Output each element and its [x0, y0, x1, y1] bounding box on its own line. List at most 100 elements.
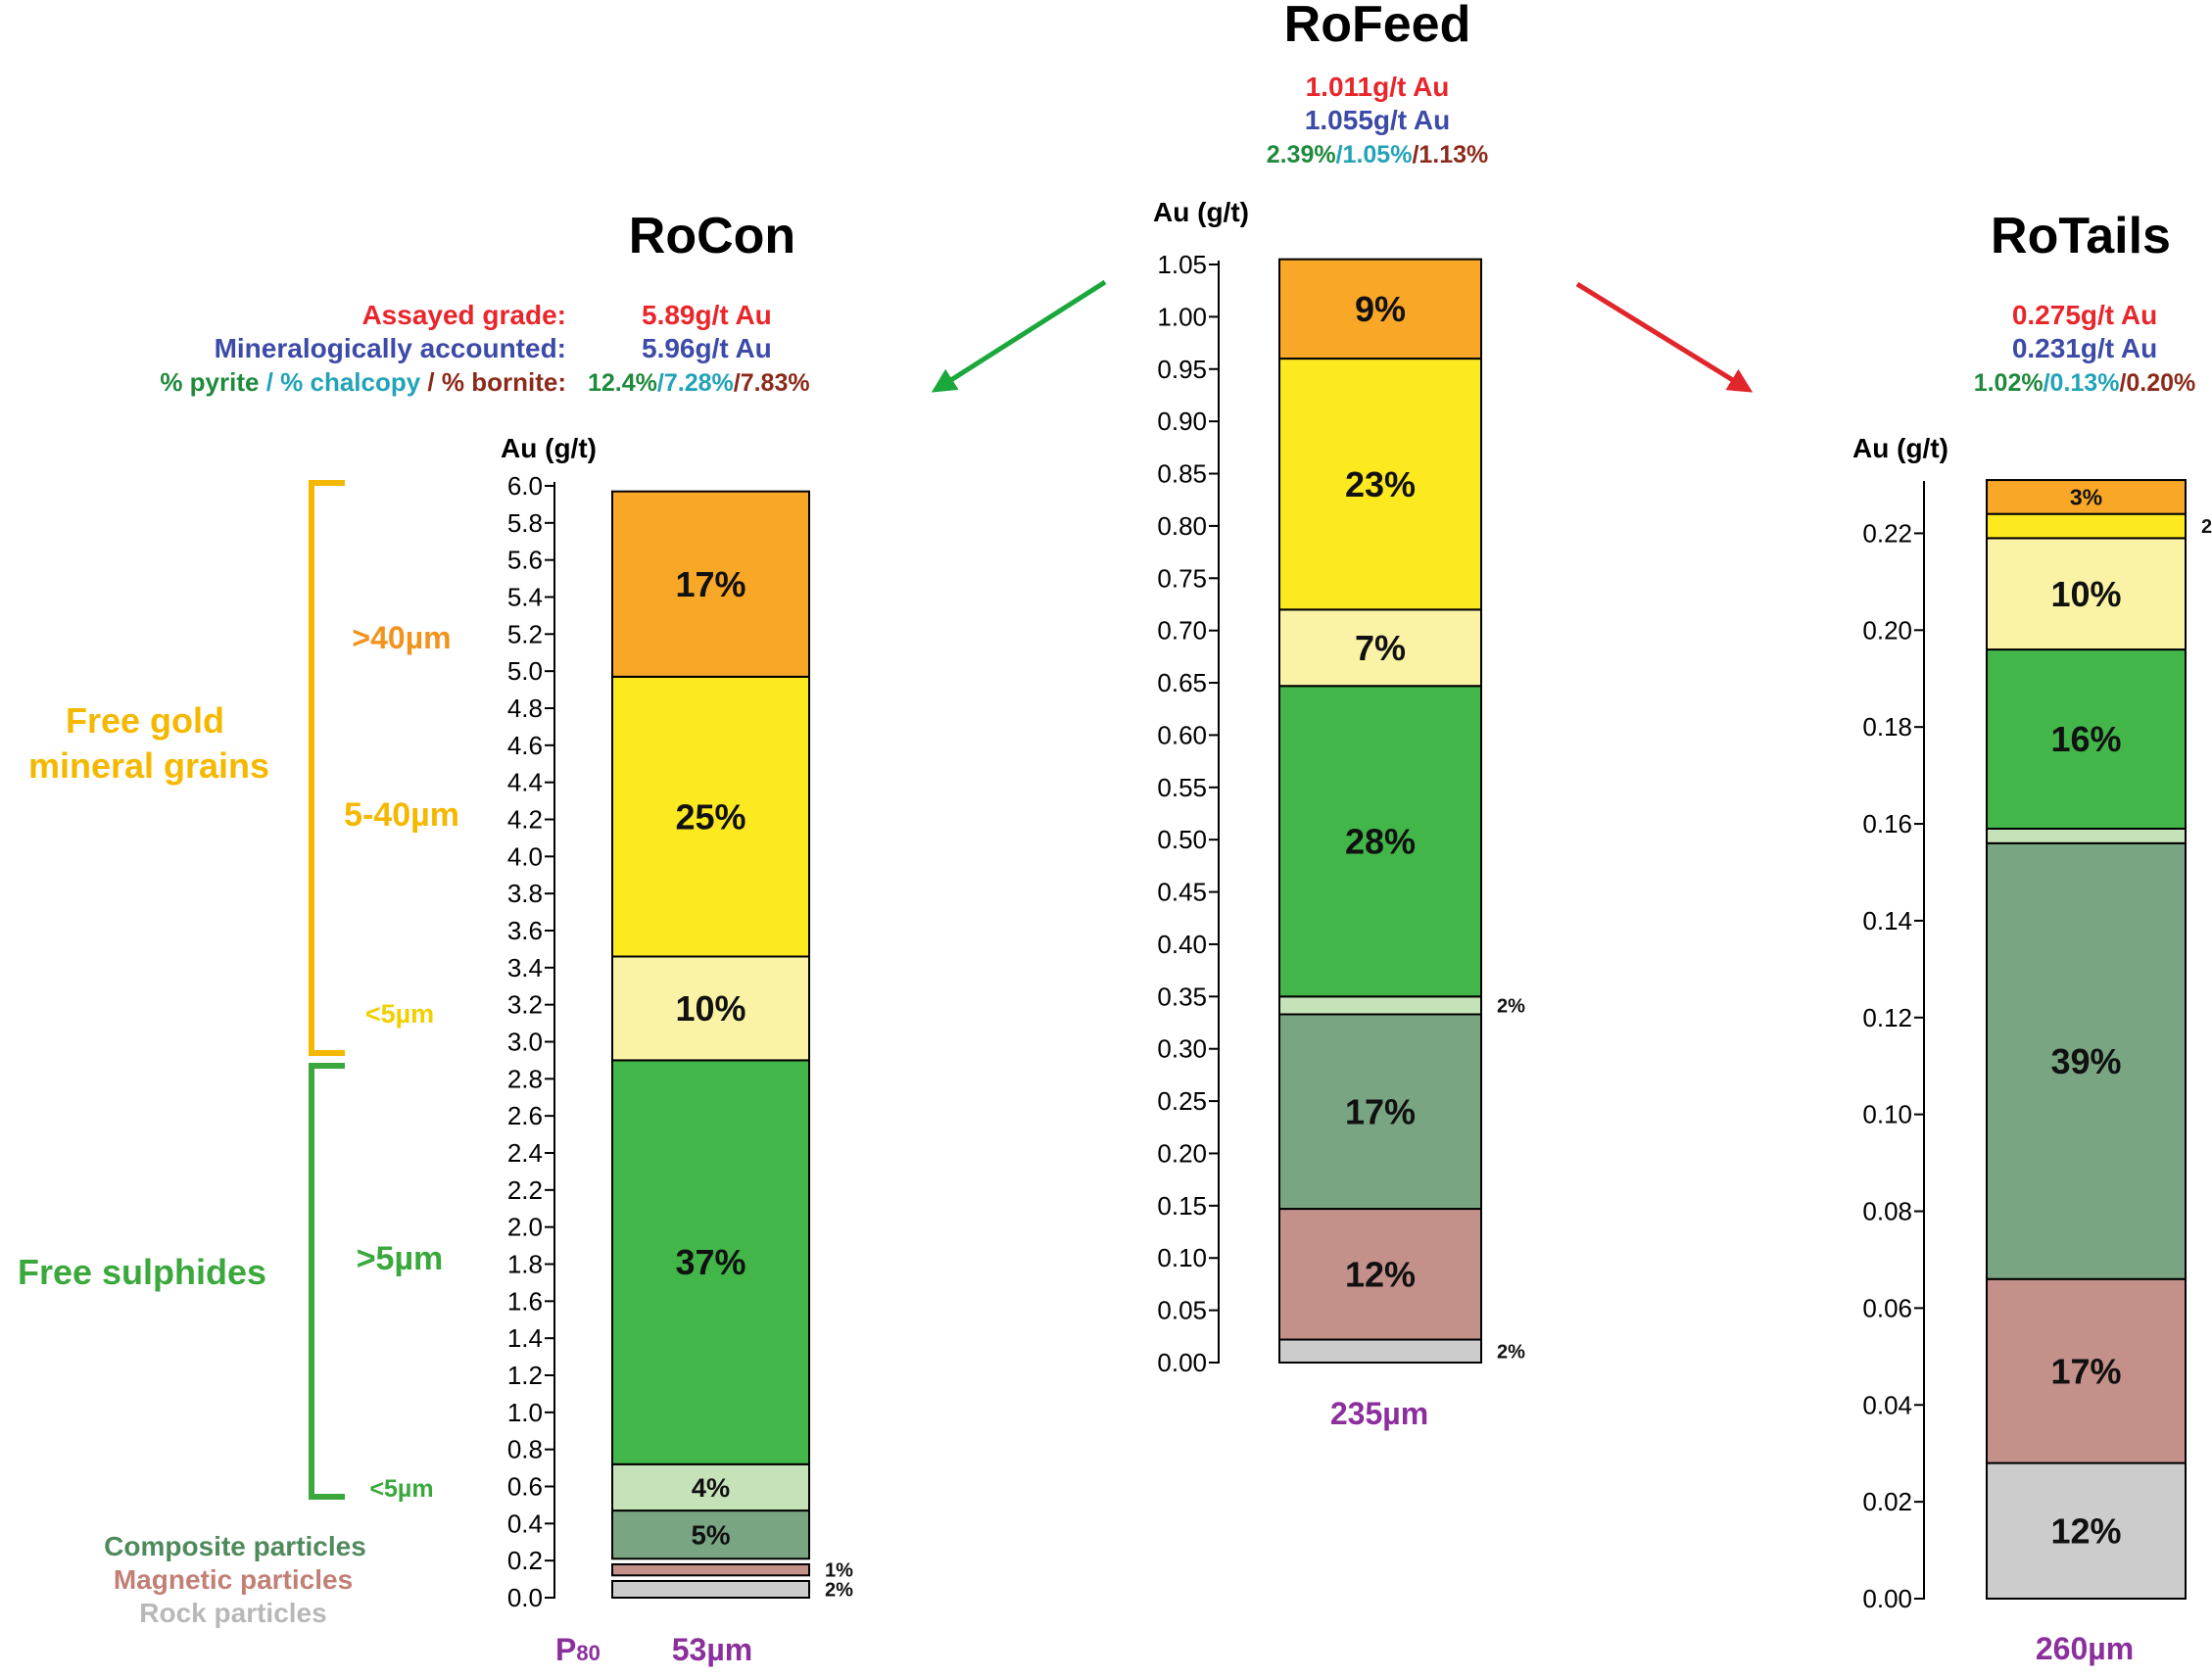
rofeed-tick-label: 0.30 [1157, 1034, 1207, 1064]
free-sulphides-label: Free sulphides [18, 1252, 266, 1292]
rotails-tick-label: 0.18 [1862, 712, 1912, 742]
rocon-tick-label: 5.6 [507, 546, 543, 575]
rotails-segment-label: 12% [2050, 1510, 2121, 1551]
rotails-segment-free-sulphides-5-m [1986, 648, 2187, 830]
rocon-segment-magnetic-particles [611, 1562, 810, 1577]
rotails-mineral-pcts: 1.02%/0.13%/0.20% [1974, 369, 2196, 397]
rocon-title: RoCon [629, 208, 795, 264]
rofeed-segment-label: 12% [1345, 1254, 1416, 1294]
rofeed-tick-label: 0.40 [1157, 930, 1207, 959]
rotails-tick-label: 0.14 [1862, 906, 1912, 935]
rocon-tick-label: 0.6 [507, 1472, 543, 1502]
rocon-tick-label: 5.2 [507, 619, 543, 648]
rotails-tick-label: 0.04 [1862, 1390, 1912, 1419]
rocon-tick-label: 0.8 [507, 1435, 543, 1464]
rocon-segment-free-gold-5-m [611, 955, 810, 1062]
rofeed-segment-label: 23% [1345, 464, 1416, 504]
rocon-segment-composite-particles [611, 1509, 810, 1560]
rofeed-ylabel: Au (g/t) [1153, 197, 1249, 227]
rotails-segment-magnetic-particles [1986, 1277, 2187, 1464]
rotails-segment-free-gold-5-40-m [1986, 512, 2187, 540]
free-sulphides-bracket [309, 1063, 345, 1500]
rotails-segment-label: 10% [2050, 574, 2121, 614]
rotails-segment-free-gold-40-m [1986, 479, 2187, 515]
rotails-segment-label: 3% [2070, 484, 2102, 509]
rofeed-p80: 235µm [1330, 1396, 1428, 1431]
rocon-tick-label: 4.6 [507, 731, 543, 760]
rofeed-segment-label: 28% [1345, 821, 1416, 861]
rotails-segment-free-sulphides-5-m [1986, 827, 2187, 844]
rock-legend: Rock particles [139, 1598, 326, 1628]
rocon-tick-label: 3.2 [507, 990, 543, 1020]
rofeed-segment-free-gold-5-m [1278, 608, 1482, 688]
rocon-assayed: 5.89g/t Au [642, 300, 772, 330]
rocon-tick-label: 3.4 [507, 953, 543, 982]
rotails-segment-label: 2% [2201, 516, 2212, 538]
rofeed-segment-label: 7% [1355, 628, 1406, 668]
rofeed-bornite-pct: 1.13% [1419, 141, 1488, 168]
rocon-chart: Au (g/t) 0.0 0.2 0.4 0.6 0.8 1.0 1.2 1.4 1.6 1.8 2.… [501, 433, 853, 1612]
rocon-tick-label: 2.2 [507, 1175, 543, 1205]
legend-chalcopy: % chalcopy [280, 367, 421, 397]
rofeed-mineralogical: 1.055g/t Au [1305, 105, 1450, 135]
rofeed-chalcopy-pct: 1.05% [1343, 141, 1413, 168]
rocon-mineral-pcts: 12.4%/7.28%/7.83% [588, 369, 810, 397]
arrow-to-rocon [931, 279, 1107, 393]
rotails-tick-label: 0.16 [1862, 809, 1912, 838]
rotails-tick-label: 0.10 [1862, 1100, 1912, 1129]
rocon-tick-label: 4.4 [507, 768, 543, 797]
rofeed-tick-label: 0.25 [1157, 1086, 1207, 1116]
rocon-tick-label: 1.2 [507, 1361, 543, 1390]
rocon-segment-label: 25% [675, 796, 745, 837]
rofeed-tick-label: 0.50 [1157, 825, 1207, 854]
rotails-tick-label: 0.06 [1862, 1293, 1912, 1322]
rocon-tick-label: 2.0 [507, 1213, 543, 1242]
size-lt5-sulph-label: <5µm [369, 1475, 433, 1503]
size-gt5-sulph-label: >5µm [357, 1240, 444, 1277]
rofeed-pyrite-pct: 2.39% [1267, 141, 1336, 168]
rotails-mineralogical: 0.231g/t Au [2012, 333, 2157, 363]
rofeed-tick-label: 0.05 [1157, 1296, 1207, 1325]
rofeed-title: RoFeed [1284, 0, 1471, 53]
rofeed-segment-composite-particles [1278, 1013, 1482, 1211]
rofeed-segment-label: 2% [1497, 995, 1525, 1017]
rofeed-tick-label: 0.95 [1157, 355, 1207, 384]
rofeed-segment-label: 9% [1355, 289, 1406, 329]
rofeed-mineral-pcts: 2.39%/1.05%/1.13% [1267, 141, 1489, 168]
rotails-chalcopy-pct: 0.13% [2050, 369, 2120, 397]
rotails-tick-label: 0.12 [1862, 1003, 1912, 1032]
rotails-bornite-pct: 0.20% [2126, 369, 2195, 397]
rofeed-chart: Au (g/t) 0.00 0.05 0.10 0.15 0.20 0.25 0.30 0.35… [1153, 197, 1525, 1377]
rotails-p80: 260µm [2036, 1631, 2134, 1666]
rofeed-tick-label: 0.70 [1157, 616, 1207, 646]
rofeed-tick-label: 0.15 [1157, 1191, 1207, 1221]
rofeed-segment-free-gold-5-40-m [1278, 358, 1482, 611]
rotails-segment-rock-particles [1986, 1461, 2187, 1601]
rocon-segment-rock-particles [611, 1579, 810, 1599]
rocon-segment-label: 4% [692, 1472, 730, 1503]
rocon-tick-label: 3.0 [507, 1028, 543, 1057]
rotails-title: RoTails [1991, 208, 2171, 264]
rotails-tick-label: 0.08 [1862, 1197, 1912, 1226]
rofeed-tick-label: 0.45 [1157, 878, 1207, 907]
rofeed-tick-label: 0.55 [1157, 773, 1207, 802]
rocon-tick-label: 2.4 [507, 1138, 543, 1168]
rocon-tick-label: 4.2 [507, 805, 543, 835]
rocon-segment-free-sulphides-5-m [611, 1059, 810, 1465]
rocon-tick-label: 0.2 [507, 1546, 543, 1575]
rocon-tick-label: 1.8 [507, 1250, 543, 1279]
free-gold-bracket [309, 480, 345, 1056]
rocon-tick-label: 1.4 [507, 1323, 543, 1353]
rofeed-tick-label: 0.10 [1157, 1243, 1207, 1272]
rofeed-tick-label: 0.35 [1157, 982, 1207, 1011]
rocon-segment-free-gold-40-m [611, 490, 810, 678]
rocon-bornite-pct: 7.83% [741, 369, 810, 397]
rofeed-segment-label: 17% [1345, 1091, 1416, 1131]
arrow-to-rotails [1575, 281, 1754, 393]
rocon-pyrite-pct: 12.4% [588, 369, 657, 397]
rocon-tick-label: 0.4 [507, 1509, 543, 1538]
legend-pyrite: % pyrite [160, 367, 259, 397]
rotails-assayed: 0.275g/t Au [2012, 300, 2157, 330]
rofeed-tick-label: 0.20 [1157, 1138, 1207, 1168]
